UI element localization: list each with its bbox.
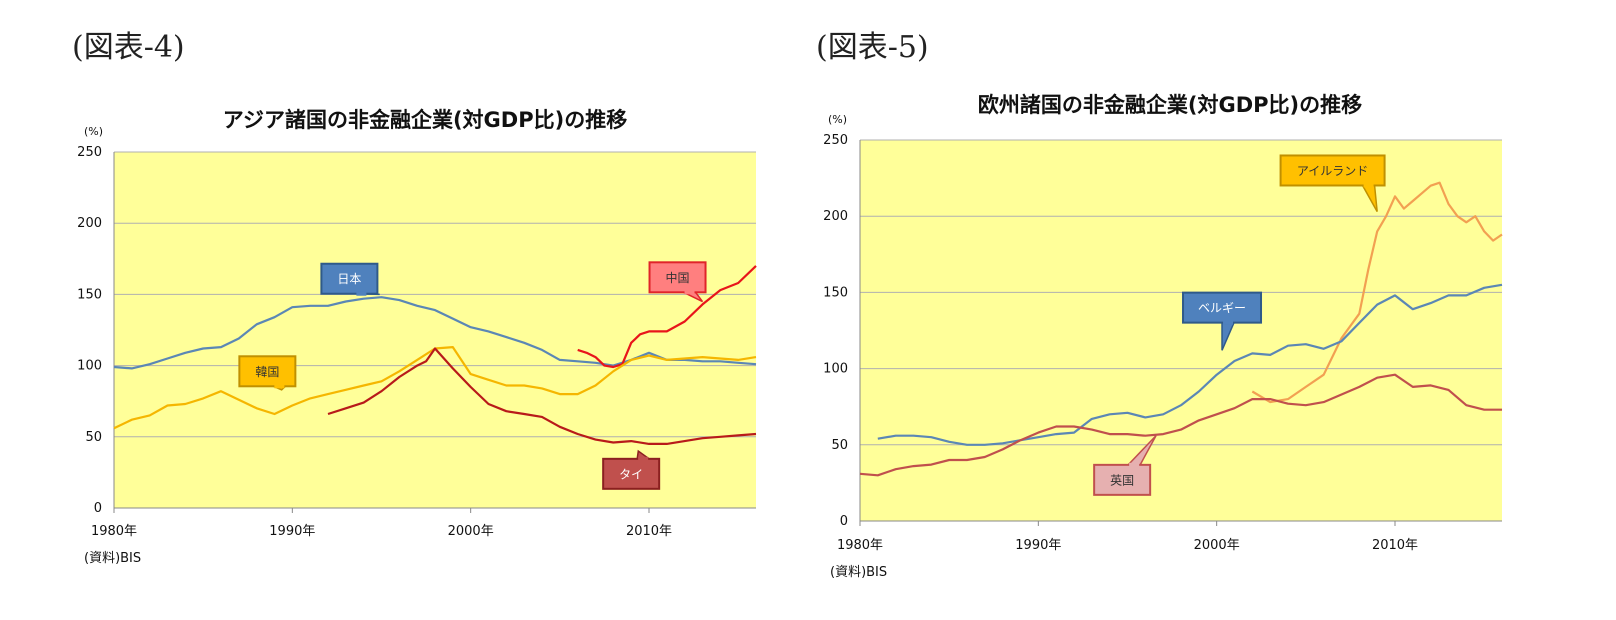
y-tick-label: 0 bbox=[840, 514, 848, 529]
series-label: タイ bbox=[619, 467, 643, 481]
chart-title: 欧州諸国の非金融企業(対GDP比)の推移 bbox=[978, 93, 1362, 117]
y-tick-label: 50 bbox=[831, 438, 848, 453]
callout-box bbox=[1182, 291, 1263, 324]
callout-joint bbox=[1363, 183, 1374, 188]
figure-label-4: (図表-4) bbox=[72, 30, 185, 65]
callout-korea: 韓国 bbox=[238, 355, 297, 391]
callout-box bbox=[238, 355, 297, 388]
europe-chart: 0 50 100 150 200 250 1980年 1990年 2000年 2010年 欧州諸国の… bbox=[823, 93, 1503, 580]
y-tick-label: 100 bbox=[77, 359, 102, 374]
series-line-belgium bbox=[877, 283, 1503, 446]
callout-box bbox=[648, 261, 707, 294]
y-tick-label: 50 bbox=[85, 430, 102, 445]
callout-box bbox=[320, 262, 379, 295]
x-tick-label: 1990年 bbox=[269, 524, 315, 539]
chart-title: アジア諸国の非金融企業(対GDP比)の推移 bbox=[223, 108, 627, 132]
callout-joint bbox=[1129, 462, 1140, 467]
series-label: 韓国 bbox=[255, 365, 279, 379]
series-label: ベルギー bbox=[1198, 301, 1246, 315]
callout-joint bbox=[356, 291, 367, 296]
series-label: 日本 bbox=[337, 272, 361, 286]
plot-area bbox=[860, 140, 1502, 521]
callout-box bbox=[602, 457, 661, 490]
y-tick-label: 200 bbox=[823, 209, 848, 224]
x-tick-label: 1980年 bbox=[837, 538, 883, 553]
figure-label-5: (図表-5) bbox=[816, 30, 929, 65]
callout-joint bbox=[1223, 320, 1234, 325]
asia-chart: 0 50 100 150 200 250 1980年 1990年 2000年 2010年 アジア諸国… bbox=[77, 108, 757, 566]
x-tick-label: 2010年 bbox=[626, 524, 672, 539]
y-tick-label: 150 bbox=[77, 287, 102, 302]
callout-box bbox=[1093, 463, 1152, 496]
y-tick-label: 200 bbox=[77, 216, 102, 231]
series-line-ireland bbox=[1251, 181, 1503, 404]
y-tick-label: 250 bbox=[823, 133, 848, 148]
y-tick-label: 0 bbox=[94, 501, 102, 516]
callout-china: 中国 bbox=[648, 261, 707, 303]
series-label: アイルランド bbox=[1297, 164, 1368, 178]
callout-belgium: ベルギー bbox=[1182, 291, 1263, 351]
callout-joint bbox=[274, 384, 285, 389]
source-note: (資料)BIS bbox=[84, 551, 141, 566]
y-tick-label: 250 bbox=[77, 145, 102, 160]
series-line-thailand bbox=[327, 347, 757, 445]
series-line-china bbox=[577, 265, 757, 369]
callout-uk: 英国 bbox=[1093, 435, 1157, 496]
callout-joint bbox=[638, 456, 649, 461]
series-line-uk bbox=[859, 373, 1502, 477]
series-label: 英国 bbox=[1110, 473, 1134, 487]
callout-japan: 日本 bbox=[320, 262, 380, 296]
y-unit-label: (%) bbox=[84, 125, 103, 138]
x-tick-label: 2000年 bbox=[1194, 538, 1240, 553]
series-label: 中国 bbox=[666, 270, 690, 285]
y-tick-label: 100 bbox=[823, 362, 848, 377]
x-tick-label: 1990年 bbox=[1015, 538, 1061, 553]
x-tick-label: 2000年 bbox=[448, 524, 494, 539]
plot-area bbox=[114, 152, 756, 508]
y-tick-label: 150 bbox=[823, 285, 848, 300]
callout-joint bbox=[684, 290, 695, 295]
x-tick-label: 1980年 bbox=[91, 524, 137, 539]
x-tick-label: 2010年 bbox=[1372, 538, 1418, 553]
callout-thailand: タイ bbox=[602, 449, 661, 490]
source-note: (資料)BIS bbox=[830, 565, 887, 580]
callout-ireland: アイルランド bbox=[1279, 154, 1386, 212]
series-line-japan bbox=[113, 296, 757, 370]
callout-box bbox=[1279, 154, 1386, 187]
y-unit-label: (%) bbox=[828, 113, 847, 126]
